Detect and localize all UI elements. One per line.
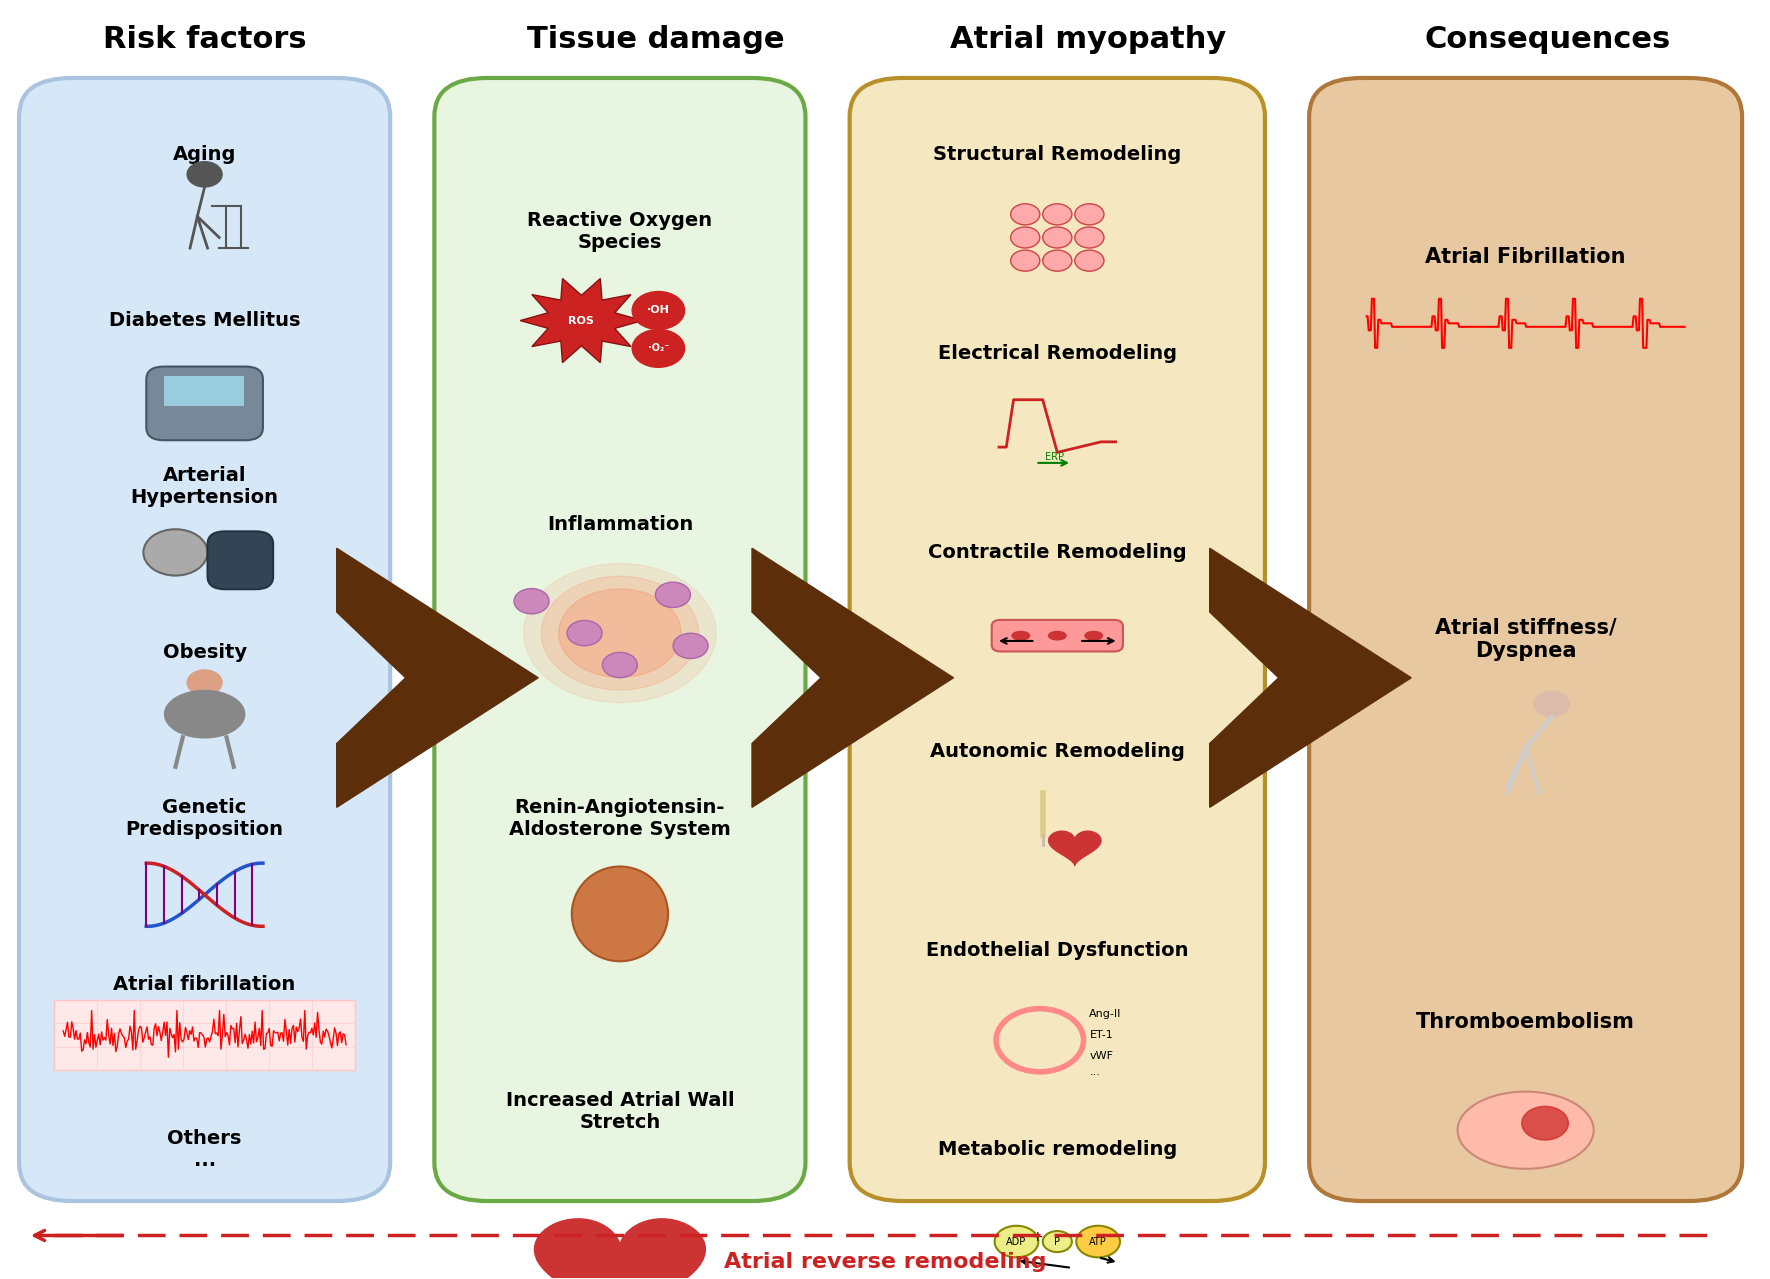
Polygon shape: [520, 279, 643, 363]
Text: Atrial myopathy: Atrial myopathy: [950, 26, 1227, 54]
FancyBboxPatch shape: [19, 78, 389, 1201]
Circle shape: [1074, 226, 1104, 248]
Circle shape: [566, 620, 602, 646]
Text: Metabolic remodeling: Metabolic remodeling: [938, 1141, 1177, 1160]
Text: +: +: [1032, 1230, 1043, 1244]
FancyBboxPatch shape: [147, 367, 264, 440]
Circle shape: [143, 530, 207, 576]
Ellipse shape: [1048, 632, 1066, 640]
Circle shape: [1043, 226, 1073, 248]
Ellipse shape: [1085, 632, 1103, 640]
Text: Inflammation: Inflammation: [547, 515, 694, 535]
Text: Risk factors: Risk factors: [103, 26, 306, 54]
Text: Atrial fibrillation: Atrial fibrillation: [113, 975, 296, 994]
Polygon shape: [535, 1219, 706, 1279]
Polygon shape: [336, 549, 538, 807]
Text: Reactive Oxygen
Species: Reactive Oxygen Species: [527, 211, 713, 252]
Text: Aging: Aging: [173, 145, 237, 164]
Ellipse shape: [572, 866, 667, 962]
Circle shape: [602, 652, 637, 678]
Circle shape: [559, 588, 681, 678]
Text: Arterial
Hypertension: Arterial Hypertension: [131, 466, 278, 506]
Text: Contractile Remodeling: Contractile Remodeling: [927, 544, 1186, 563]
Polygon shape: [1048, 831, 1101, 866]
Text: Atrial reverse remodeling: Atrial reverse remodeling: [724, 1252, 1046, 1273]
Circle shape: [1043, 203, 1073, 225]
Circle shape: [1011, 203, 1039, 225]
FancyBboxPatch shape: [207, 531, 273, 590]
Circle shape: [1074, 203, 1104, 225]
Text: Renin-Angiotensin-
Aldosterone System: Renin-Angiotensin- Aldosterone System: [510, 798, 731, 839]
Circle shape: [1522, 1106, 1568, 1140]
FancyBboxPatch shape: [434, 78, 805, 1201]
Text: Autonomic Remodeling: Autonomic Remodeling: [929, 742, 1184, 761]
Text: Structural Remodeling: Structural Remodeling: [933, 145, 1181, 164]
Circle shape: [1535, 691, 1570, 716]
FancyBboxPatch shape: [55, 1000, 354, 1071]
Circle shape: [1043, 1230, 1073, 1252]
Text: ·O₂⁻: ·O₂⁻: [648, 343, 669, 353]
Text: ADP: ADP: [1007, 1237, 1027, 1247]
Circle shape: [1074, 251, 1104, 271]
Text: Obesity: Obesity: [163, 643, 246, 661]
Text: ET-1: ET-1: [1089, 1030, 1113, 1040]
Circle shape: [632, 330, 685, 367]
FancyBboxPatch shape: [991, 620, 1122, 651]
Ellipse shape: [1457, 1091, 1593, 1169]
Text: vWF: vWF: [1089, 1051, 1113, 1062]
Text: Consequences: Consequences: [1425, 26, 1671, 54]
Text: ROS: ROS: [568, 316, 595, 326]
Text: Atrial Fibrillation: Atrial Fibrillation: [1425, 247, 1627, 266]
Text: Electrical Remodeling: Electrical Remodeling: [938, 344, 1177, 363]
Circle shape: [1076, 1225, 1120, 1257]
Circle shape: [188, 161, 221, 187]
Circle shape: [1011, 226, 1039, 248]
Text: P: P: [1055, 1237, 1060, 1247]
Text: Thromboembolism: Thromboembolism: [1416, 1013, 1635, 1032]
Polygon shape: [1209, 549, 1411, 807]
Ellipse shape: [1012, 632, 1030, 640]
Circle shape: [1043, 251, 1073, 271]
Circle shape: [1011, 251, 1039, 271]
FancyBboxPatch shape: [1310, 78, 1742, 1201]
Circle shape: [524, 564, 717, 702]
Circle shape: [188, 670, 221, 696]
Text: Tissue damage: Tissue damage: [526, 26, 784, 54]
Text: ATP: ATP: [1089, 1237, 1106, 1247]
Text: Atrial stiffness/
Dyspnea: Atrial stiffness/ Dyspnea: [1435, 618, 1616, 661]
Text: Ang-II: Ang-II: [1089, 1009, 1122, 1019]
Circle shape: [655, 582, 690, 608]
Text: Diabetes Mellitus: Diabetes Mellitus: [110, 311, 301, 330]
Ellipse shape: [165, 691, 244, 738]
Circle shape: [513, 588, 549, 614]
Polygon shape: [752, 549, 954, 807]
Text: Endothelial Dysfunction: Endothelial Dysfunction: [926, 941, 1188, 961]
Text: Genetic
Predisposition: Genetic Predisposition: [126, 798, 283, 839]
Circle shape: [542, 577, 699, 689]
Text: ...: ...: [1089, 1067, 1101, 1077]
Circle shape: [995, 1225, 1039, 1257]
FancyBboxPatch shape: [850, 78, 1266, 1201]
Text: Others
...: Others ...: [168, 1129, 242, 1170]
FancyBboxPatch shape: [165, 376, 244, 405]
Text: ·OH: ·OH: [648, 306, 669, 316]
Text: Increased Atrial Wall
Stretch: Increased Atrial Wall Stretch: [506, 1091, 735, 1132]
Circle shape: [673, 633, 708, 659]
Text: ERP: ERP: [1044, 451, 1064, 462]
Circle shape: [632, 292, 685, 330]
